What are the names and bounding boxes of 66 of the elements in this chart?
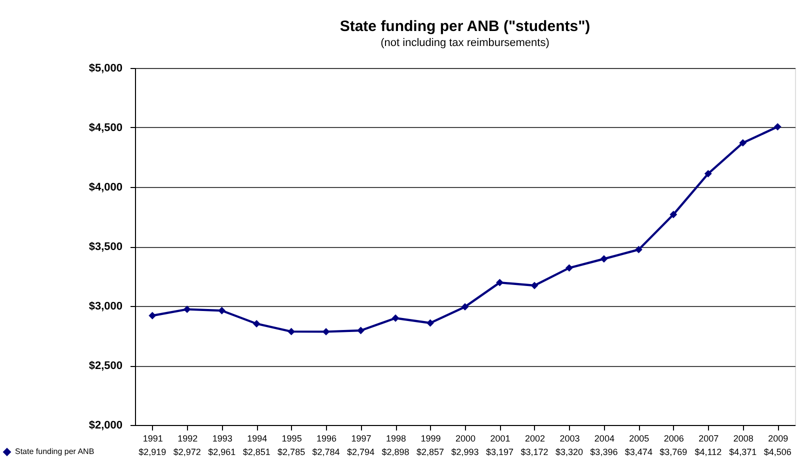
data-label: $2,919 — [138, 447, 166, 457]
x-tick-label: 2002 — [524, 434, 545, 444]
point — [288, 328, 296, 336]
data-label: $3,474 — [624, 447, 652, 457]
chart-subtitle: (not including tax reimbursements) — [380, 37, 550, 49]
point — [600, 255, 608, 263]
point — [183, 306, 191, 314]
y-tick-label: $4,000 — [88, 182, 122, 194]
point — [566, 264, 573, 272]
legend-label: State funding per ANB — [15, 447, 94, 456]
data-label: $3,197 — [486, 447, 514, 457]
x-tick-label: 1994 — [247, 434, 268, 444]
x-tick-label: 1993 — [212, 434, 232, 444]
point — [218, 306, 226, 314]
data-label: $3,769 — [660, 447, 688, 457]
point — [252, 320, 260, 328]
point — [148, 312, 156, 320]
x-tick-label: 2005 — [629, 434, 650, 444]
x-tick-label: 2001 — [490, 434, 510, 444]
data-label: $2,898 — [382, 447, 410, 457]
data-label: $2,993 — [451, 447, 479, 457]
y-tick-label: $2,500 — [88, 360, 122, 372]
point — [496, 278, 504, 286]
x-tick-label: 1999 — [420, 434, 441, 444]
x-tick-label: 1991 — [142, 434, 163, 444]
data-label: $3,396 — [590, 447, 618, 457]
x-tick-label: 2000 — [455, 434, 476, 444]
data-label: $4,112 — [694, 447, 722, 457]
x-tick-label: 1995 — [282, 434, 302, 444]
x-tick-label: 2007 — [698, 434, 719, 444]
point — [530, 282, 538, 290]
point — [670, 210, 678, 218]
x-tick-label: 1998 — [386, 434, 406, 444]
x-tick-label: 1997 — [351, 434, 372, 444]
point — [322, 328, 330, 336]
point — [774, 123, 782, 130]
x-tick-label: 1996 — [316, 434, 337, 444]
x-tick-label: 2003 — [560, 434, 580, 444]
data-label: $2,785 — [278, 447, 306, 457]
data-label: $2,794 — [347, 447, 375, 457]
point — [357, 326, 364, 334]
data-label: $3,172 — [520, 447, 548, 457]
x-tick-label: 2008 — [733, 434, 754, 444]
point — [739, 139, 747, 147]
point — [392, 314, 400, 322]
data-label: $2,972 — [173, 447, 201, 457]
point — [461, 303, 469, 311]
y-tick-label: $3,500 — [88, 241, 122, 253]
y-tick-label: $4,500 — [88, 122, 122, 134]
y-tick-label: $2,000 — [88, 420, 122, 432]
data-label: $2,857 — [416, 447, 444, 457]
data-label: $3,320 — [555, 447, 583, 457]
data-label: $2,851 — [242, 447, 270, 457]
data-label: $4,371 — [729, 447, 757, 457]
point — [634, 246, 642, 254]
y-tick-label: $5,000 — [88, 62, 122, 74]
x-tick-label: 2009 — [768, 434, 788, 444]
data-label: $2,961 — [208, 447, 236, 457]
y-tick-label: $3,000 — [88, 300, 122, 312]
x-tick-label: 2006 — [664, 434, 684, 444]
x-tick-label: 1992 — [178, 434, 198, 444]
x-tick-label: 2004 — [594, 434, 614, 444]
point — [704, 170, 712, 178]
data-label: $4,506 — [764, 447, 792, 457]
chart-title: State funding per ANB ("students") — [340, 18, 590, 35]
data-label: $2,784 — [312, 447, 340, 457]
